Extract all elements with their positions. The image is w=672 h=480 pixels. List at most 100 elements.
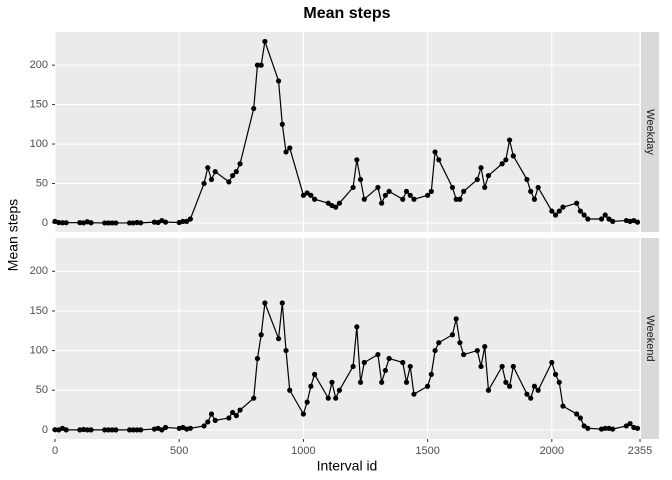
data-point [300,411,307,417]
data-point [552,371,559,377]
data-point [382,367,388,374]
data-point [535,184,541,191]
data-point [354,157,360,163]
y-axis-label: Mean steps [5,199,21,271]
data-point [63,220,69,226]
y-tick-label: 50 [36,177,48,189]
data-point [230,409,236,416]
data-point [336,387,343,393]
data-point [461,351,467,358]
data-point [361,359,367,366]
data-point [375,184,381,191]
data-point [386,355,392,362]
data-point [283,149,289,155]
data-point [212,169,218,175]
data-point [602,212,608,218]
data-point [180,218,186,224]
data-point [279,300,285,306]
data-point [403,188,410,194]
data-point [126,427,133,433]
data-point [503,157,509,163]
data-point [549,208,555,214]
data-point [510,363,516,370]
data-point [230,172,236,179]
data-point [287,145,293,151]
data-point [400,359,406,366]
data-point [581,212,587,218]
data-point [304,399,310,405]
data-point [251,395,257,401]
x-tick-label: 2355 [628,445,652,457]
data-point [205,165,211,171]
data-point [205,419,211,425]
data-point [350,363,356,370]
data-point [113,220,119,226]
data-point [379,379,385,385]
data-point [56,219,62,226]
data-point [304,190,310,196]
data-point [59,220,66,226]
y-tick-label: 200 [30,265,48,277]
data-point [275,78,282,84]
data-point [528,395,534,401]
data-point [428,371,434,377]
data-point [262,38,268,45]
data-point [623,423,629,429]
x-tick-label: 500 [170,445,188,457]
data-point [208,176,215,183]
data-point [187,216,193,222]
data-point [283,347,289,354]
data-point [400,196,406,202]
data-point [425,192,431,198]
data-point [162,219,169,225]
data-point [251,105,257,112]
data-point [585,425,591,431]
data-point [574,200,580,206]
data-point [585,216,591,222]
data-point [138,220,144,226]
data-point [524,176,530,183]
data-point [449,184,456,191]
x-axis-label: Interval id [317,458,378,474]
data-point [187,425,193,431]
y-tick-label: 0 [42,217,48,229]
data-point [411,391,417,397]
data-point [524,391,530,397]
facet-label: Weekend [644,315,656,361]
data-point [610,426,616,432]
data-point [428,188,434,194]
data-point [159,427,165,433]
data-point [113,427,119,433]
data-point [425,383,431,389]
data-point [453,316,459,322]
data-point [226,415,232,421]
facet-strip [641,238,659,439]
data-point [258,62,264,68]
x-tick-label: 2000 [540,445,564,457]
data-point [531,196,538,202]
data-point [510,153,516,159]
data-point [411,196,417,202]
data-point [577,415,583,421]
data-point [506,137,513,143]
data-point [279,121,285,127]
facet-strip [641,32,659,232]
y-tick-label: 0 [42,424,48,436]
data-point [528,188,534,194]
data-point [336,200,343,206]
data-point [606,216,612,222]
data-point [354,324,360,330]
chart-title: Mean steps [303,5,390,22]
y-tick-label: 100 [30,138,48,150]
data-point [485,172,492,179]
data-point [453,196,459,202]
data-point [63,427,69,433]
data-point [237,407,243,413]
data-point [329,379,335,385]
data-point [102,220,108,226]
data-point [634,425,641,431]
data-point [333,204,339,210]
data-point [379,200,385,206]
data-point [474,176,480,183]
